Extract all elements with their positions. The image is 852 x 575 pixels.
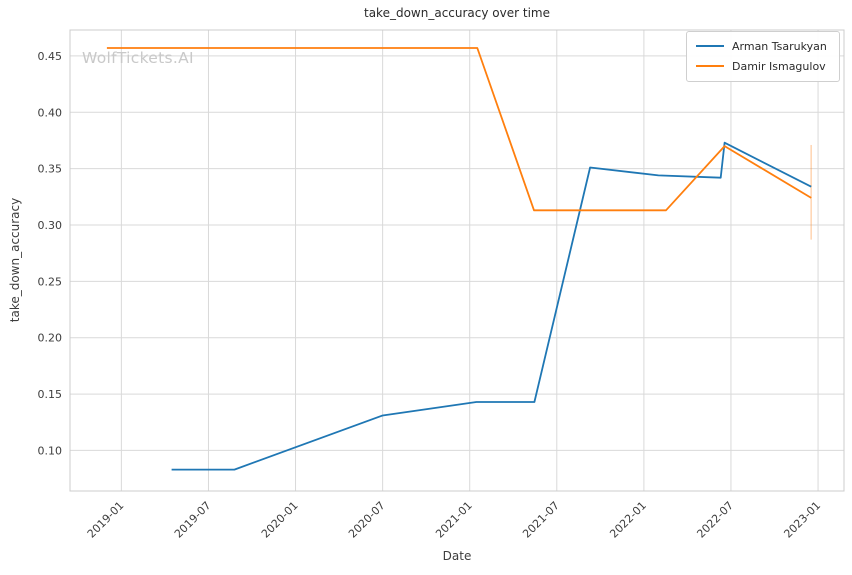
plot-border: [69, 29, 845, 492]
series-line: [106, 47, 812, 212]
legend: Arman Tsarukyan Damir Ismagulov: [686, 31, 840, 82]
x-tick-label: 2023-01: [781, 499, 823, 541]
y-tick-label: 0.30: [38, 219, 63, 232]
x-tick-label: 2020-07: [346, 499, 388, 541]
legend-line-swatch: [696, 45, 724, 47]
y-tick-label: 0.10: [38, 444, 63, 457]
legend-label: Arman Tsarukyan: [732, 39, 827, 53]
x-tick-label: 2020-01: [259, 499, 301, 541]
y-tick-label: 0.40: [38, 106, 63, 119]
x-tick-label: 2021-01: [433, 499, 475, 541]
watermark: WolfTickets.AI: [82, 49, 194, 67]
y-tick-label: 0.20: [38, 332, 63, 345]
y-axis-label: take_down_accuracy: [8, 197, 22, 323]
x-tick-label: 2021-07: [520, 499, 562, 541]
x-axis-label: Date: [442, 549, 472, 563]
x-tick-label: 2022-07: [694, 499, 736, 541]
y-tick-label: 0.15: [38, 388, 63, 401]
legend-item: Damir Ismagulov: [687, 56, 839, 76]
y-tick-label: 0.45: [38, 50, 63, 63]
y-tick-label: 0.25: [38, 275, 63, 288]
legend-line-swatch: [696, 65, 724, 67]
x-tick-label: 2019-01: [85, 499, 127, 541]
y-tick-label: 0.35: [38, 163, 63, 176]
series-line: [171, 141, 812, 471]
chart-title: take_down_accuracy over time: [364, 6, 550, 20]
x-tick-label: 2022-01: [607, 499, 649, 541]
x-tick-label: 2019-07: [172, 499, 214, 541]
legend-label: Damir Ismagulov: [732, 59, 826, 73]
legend-item: Arman Tsarukyan: [687, 36, 839, 56]
